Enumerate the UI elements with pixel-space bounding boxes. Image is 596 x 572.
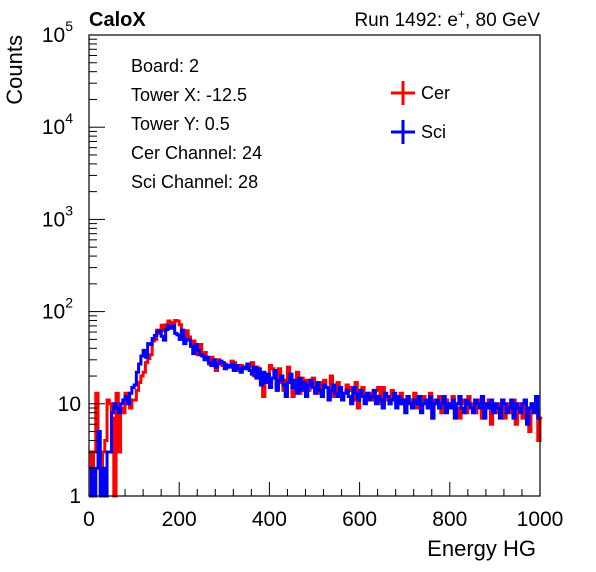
series-sci-line [89, 324, 540, 498]
plot-area [89, 319, 543, 498]
y-tick-base: 10 [42, 116, 65, 139]
info-line: Board: 2 [131, 56, 199, 76]
y-tick-label: 10 [58, 393, 81, 416]
info-line: Cer Channel: 24 [131, 143, 262, 163]
y-tick-base: 10 [42, 301, 65, 324]
y-tick-base: 10 [42, 24, 65, 47]
y-tick-base: 10 [58, 393, 81, 416]
x-axis: 0 200 400 600 800 1000 [83, 482, 563, 531]
y-tick-label: 1 [69, 485, 81, 508]
x-axis-label: Energy HG [427, 536, 536, 561]
legend-label: Sci [421, 122, 446, 142]
run-label-energy: , 80 GeV [465, 10, 540, 31]
x-tick-label: 400 [252, 508, 287, 531]
y-tick-exponent: 3 [65, 202, 73, 218]
y-tick-exponent: 5 [65, 18, 73, 34]
x-tick-label: 0 [83, 508, 95, 531]
info-line: Tower Y: 0.5 [131, 114, 230, 134]
legend-entry-sci: Sci [391, 120, 446, 144]
x-tick-label: 200 [162, 508, 197, 531]
info-line: Tower X: -12.5 [131, 85, 247, 105]
legend-label: Cer [421, 83, 450, 103]
y-tick-label: 102 [42, 295, 73, 324]
info-box: Board: 2 Tower X: -12.5 Tower Y: 0.5 Cer Ch… [131, 56, 262, 192]
y-tick-base: 10 [42, 208, 65, 231]
y-tick-label: 103 [42, 202, 73, 231]
y-tick-exponent: 4 [65, 110, 73, 126]
x-tick-label: 800 [432, 508, 467, 531]
x-tick-label: 1000 [517, 508, 564, 531]
y-tick-label: 104 [42, 110, 73, 139]
run-label: Run 1492: e+, 80 GeV [354, 7, 540, 31]
y-tick-base: 1 [69, 485, 81, 508]
y-tick-label: 105 [42, 18, 73, 47]
legend-entry-cer: Cer [391, 81, 450, 105]
y-tick-exponent: 2 [65, 295, 73, 311]
info-line: Sci Channel: 28 [131, 172, 258, 192]
x-tick-label: 600 [342, 508, 377, 531]
chart-tag: CaloX [89, 9, 146, 31]
legend: Cer Sci [391, 81, 450, 144]
run-label-text: Run 1492: e [354, 10, 458, 31]
plot-frame [88, 34, 541, 497]
run-label-superscript: + [458, 7, 465, 21]
y-axis-label: Counts [2, 35, 27, 105]
